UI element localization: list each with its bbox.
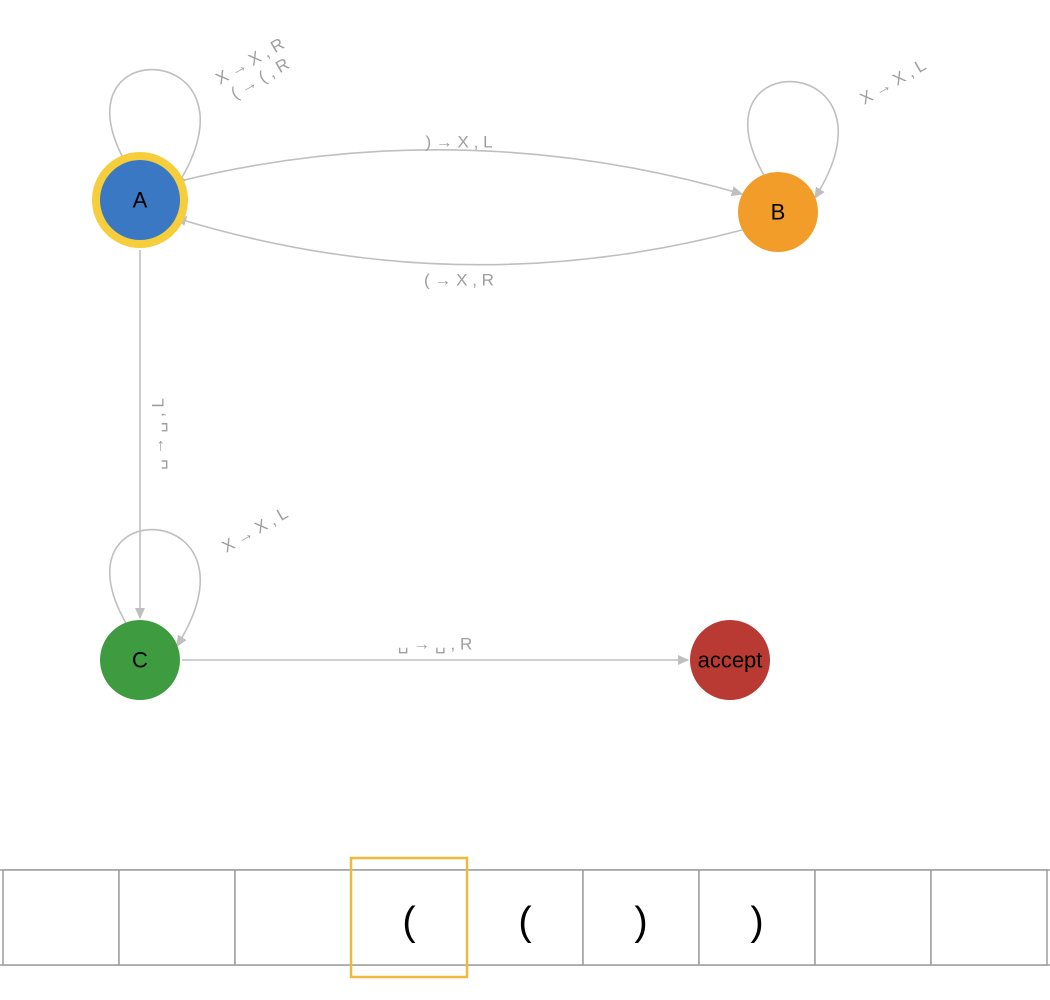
tape-symbol: ) (634, 900, 647, 944)
state-diagram: X → X , R( → ( , RX → X , LX → X , L) → … (92, 34, 929, 700)
turing-machine-diagram: X → X , R( → ( , RX → X , LX → X , L) → … (0, 0, 1050, 1000)
tape-cell (931, 870, 1047, 965)
tape-symbol: ) (750, 900, 763, 944)
tape-cell (815, 870, 931, 965)
state-C-label: C (132, 648, 148, 673)
tape-cell (235, 870, 351, 965)
edge-label: ␣ → ␣ , R (398, 635, 472, 654)
edge-label: ␣ → ␣ , L (149, 398, 168, 470)
edge-label: X → X , L (857, 56, 930, 109)
state-accept-label: accept (698, 648, 763, 673)
state-B-label: B (771, 200, 786, 225)
tape-cell (119, 870, 235, 965)
edge-label: X → X , L (219, 504, 292, 557)
tape-cell (3, 870, 119, 965)
tape-symbol: ( (518, 900, 532, 944)
state-A-label: A (133, 188, 148, 213)
edge-label: ) → X , L (425, 133, 492, 152)
tape: ( ()) (0, 858, 1050, 977)
edge-A-B (176, 150, 742, 194)
edge-B-A (176, 218, 742, 265)
tape-symbol: ( (402, 900, 416, 944)
edge-label: ( → X , R (424, 271, 494, 290)
